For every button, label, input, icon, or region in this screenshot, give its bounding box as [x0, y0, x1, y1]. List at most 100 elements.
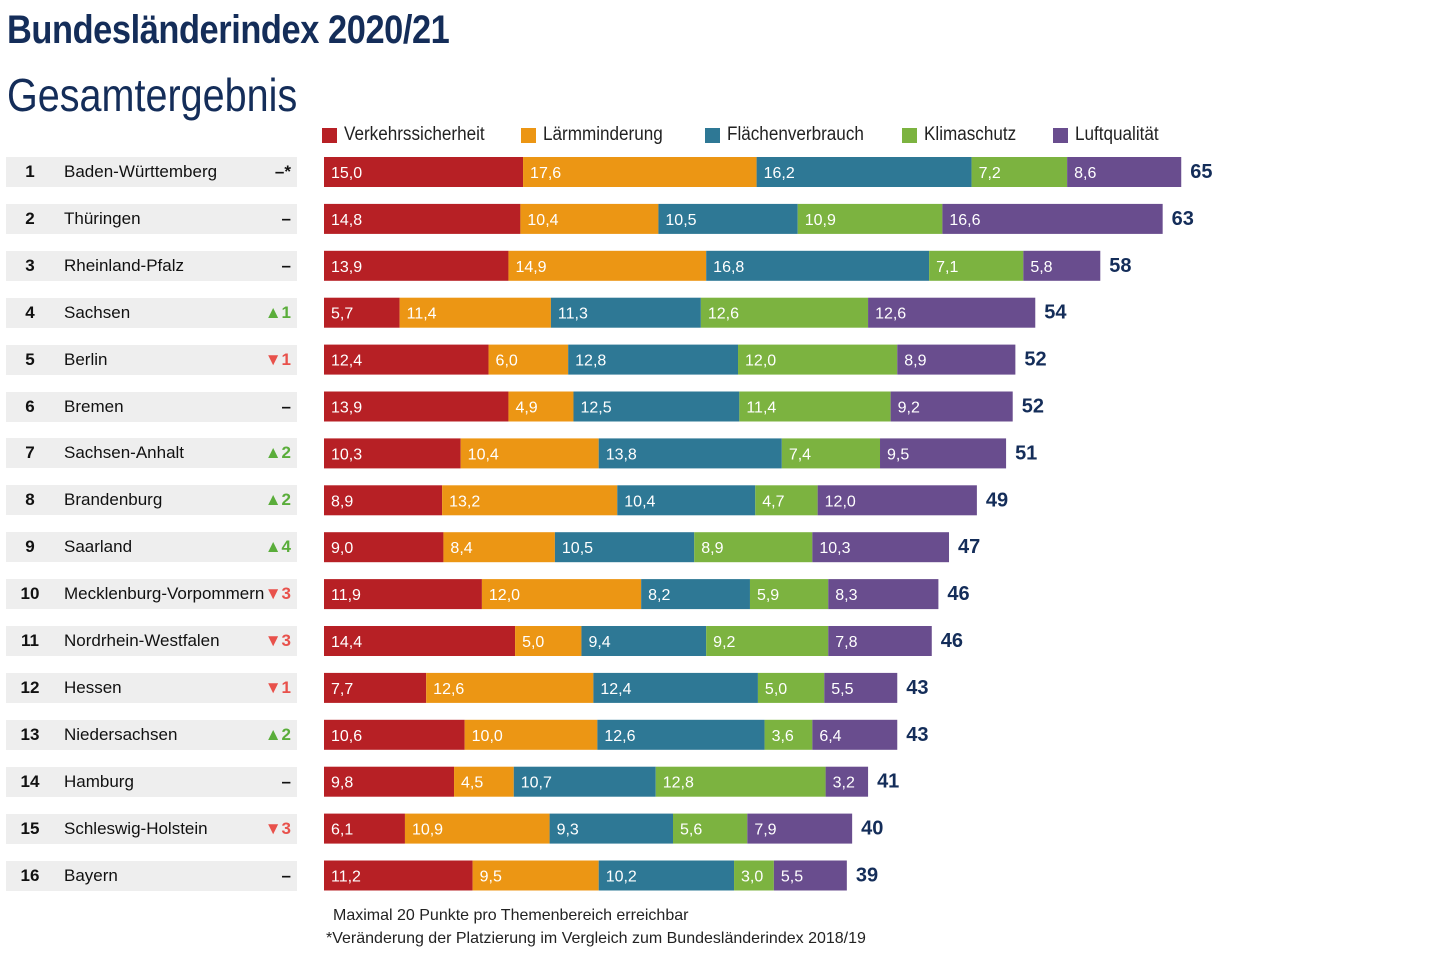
bar-segment [655, 766, 826, 797]
rank-change: ▼1 [264, 349, 291, 369]
rank-change: – [281, 255, 291, 275]
footnote-max-points: Maximal 20 Punkte pro Themenbereich erre… [333, 907, 689, 924]
total-label: 46 [947, 583, 969, 605]
rank-number: 3 [25, 255, 35, 275]
bar-segment [523, 157, 757, 187]
data-label: 12,6 [708, 306, 739, 323]
bar-segment [971, 157, 1068, 187]
total-label: 46 [941, 630, 963, 652]
bar-segment [706, 626, 829, 656]
legend-swatch [705, 127, 720, 143]
rank-change: – [281, 771, 291, 791]
rank-change: – [281, 865, 291, 885]
rank-row: 2 Thüringen – [6, 203, 297, 234]
bar-segment [324, 579, 482, 610]
bar-segment [464, 719, 598, 750]
rank-number: 11 [21, 631, 39, 650]
rank-row: 9 Saarland ▲4 [6, 532, 297, 563]
state-name: Bayern [64, 865, 118, 885]
legend-label: Klimaschutz [924, 124, 1017, 145]
data-label: 9,5 [887, 446, 909, 463]
bar-segment [324, 626, 516, 656]
bar-segment [508, 391, 574, 422]
total-label: 63 [1172, 208, 1194, 230]
rank-change: ▲2 [264, 724, 291, 744]
rank-change: ▼1 [264, 677, 291, 697]
state-name: Baden-Württemberg [64, 162, 218, 181]
bar-segment [658, 203, 798, 234]
data-label: 17,6 [530, 165, 561, 182]
data-label: 6,0 [496, 353, 518, 370]
data-label: 10,4 [468, 446, 499, 463]
state-name: Sachsen [64, 302, 131, 322]
bar-segment [404, 813, 550, 844]
data-label: 16,2 [764, 165, 795, 182]
state-name: Nordrhein-Westfalen [64, 631, 220, 650]
data-label: 9,5 [480, 869, 502, 886]
data-label: 4,7 [762, 493, 784, 510]
legend-item: Klimaschutz [902, 124, 1026, 146]
total-label: 52 [1022, 396, 1044, 418]
total-label: 43 [906, 677, 928, 699]
bar-segment [324, 203, 521, 234]
data-label: 9,8 [331, 775, 353, 792]
bar-segment [897, 344, 1016, 375]
rank-number: 8 [25, 490, 35, 510]
data-label: 5,5 [781, 869, 803, 886]
data-label: 10,3 [331, 446, 362, 463]
total-label: 40 [861, 818, 883, 840]
data-label: 8,9 [331, 493, 353, 510]
bar-segment [513, 766, 656, 797]
data-label: 10,4 [624, 493, 655, 510]
data-label: 7,2 [979, 165, 1001, 182]
state-name: Hessen [64, 677, 122, 697]
bar-segment [738, 344, 898, 375]
data-label: 14,9 [515, 259, 546, 276]
bar-segment [593, 672, 758, 703]
data-label: 10,3 [819, 540, 850, 557]
bar-segment [324, 391, 509, 422]
data-label: 10,6 [331, 728, 362, 745]
data-label: 10,2 [606, 869, 637, 886]
bar-segment [1067, 157, 1182, 187]
bar-segment [508, 250, 707, 281]
state-name: Niedersachsen [64, 724, 178, 744]
bar-segment [756, 157, 972, 187]
bar-segment [797, 203, 943, 234]
bar-segment [828, 579, 939, 610]
data-label: 12,8 [663, 775, 694, 792]
data-label: 13,8 [606, 446, 637, 463]
legend-swatch [1053, 127, 1068, 143]
data-label: 12,8 [575, 353, 606, 370]
bar-segment [324, 532, 444, 563]
rank-number: 5 [25, 349, 35, 369]
data-label: 3,6 [772, 728, 794, 745]
bar-segment [598, 860, 735, 891]
bar-segment [442, 485, 618, 516]
rank-row: 14 Hamburg – [6, 766, 297, 797]
data-label: 12,4 [600, 681, 631, 698]
data-label: 13,2 [449, 493, 480, 510]
legend-label: Lärmminderung [543, 124, 663, 145]
data-label: 15,0 [331, 165, 362, 182]
state-name: Mecklenburg-Vorpommern [64, 584, 265, 604]
data-label: 4,9 [515, 400, 537, 417]
data-label: 16,8 [713, 259, 744, 276]
bar-segment [454, 766, 514, 797]
bar-segment [554, 532, 695, 563]
data-label: 5,0 [522, 634, 544, 651]
rank-number: 13 [20, 724, 40, 744]
state-name: Sachsen-Anhalt [64, 443, 185, 463]
data-label: 16,6 [949, 212, 980, 229]
bar-segment [700, 297, 869, 328]
rank-row: 5 Berlin ▼1 [6, 344, 297, 375]
bar-segment [324, 860, 473, 891]
bar-segment [673, 813, 748, 844]
rank-change: ▼3 [264, 584, 291, 604]
rank-change: –* [274, 162, 291, 181]
rank-number: 2 [25, 208, 35, 228]
bar-segment [812, 532, 950, 563]
data-label: 11,2 [331, 869, 361, 886]
rank-number: 4 [25, 302, 35, 322]
